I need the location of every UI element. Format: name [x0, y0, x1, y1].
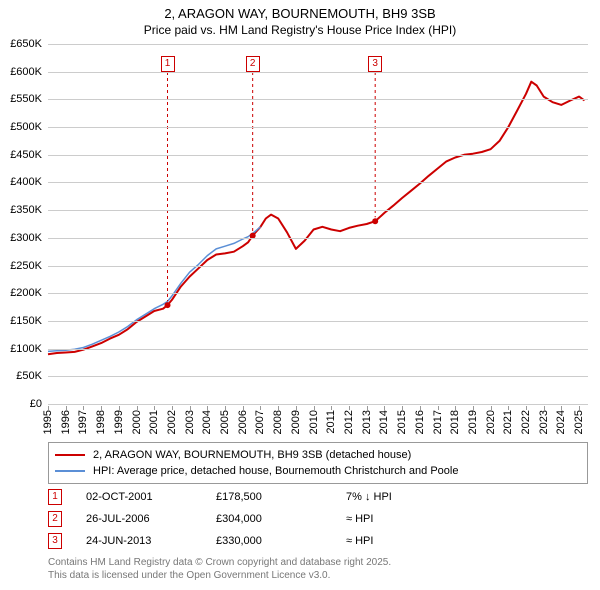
legend-swatch — [55, 454, 85, 456]
legend-item: 2, ARAGON WAY, BOURNEMOUTH, BH9 3SB (det… — [55, 447, 581, 463]
transaction-date: 02-OCT-2001 — [86, 491, 216, 503]
gridline — [48, 349, 588, 350]
x-axis-label: 2011 — [325, 410, 337, 434]
footnote: Contains HM Land Registry data © Crown c… — [48, 556, 391, 582]
gridline — [48, 321, 588, 322]
y-axis-label: £300K — [10, 232, 42, 244]
marker-box: 1 — [161, 56, 175, 72]
x-axis-label: 1996 — [60, 410, 72, 434]
x-axis-label: 2024 — [555, 410, 567, 434]
legend-label: 2, ARAGON WAY, BOURNEMOUTH, BH9 3SB (det… — [93, 449, 411, 461]
marker-box: 2 — [246, 56, 260, 72]
x-axis-label: 2004 — [201, 410, 213, 434]
transaction-marker: 2 — [48, 511, 62, 527]
gridline — [48, 182, 588, 183]
legend-swatch — [55, 470, 85, 472]
transaction-delta: ≈ HPI — [346, 513, 466, 525]
x-axis-label: 2009 — [290, 410, 302, 434]
y-axis-label: £0 — [30, 398, 42, 410]
x-axis-label: 2016 — [414, 410, 426, 434]
marker-dot — [165, 302, 171, 308]
x-axis-label: 2022 — [520, 410, 532, 434]
legend-item: HPI: Average price, detached house, Bour… — [55, 463, 581, 479]
x-axis-label: 1995 — [42, 410, 54, 434]
x-axis-label: 2020 — [485, 410, 497, 434]
transaction-date: 26-JUL-2006 — [86, 513, 216, 525]
x-axis-label: 2013 — [361, 410, 373, 434]
title-line1: 2, ARAGON WAY, BOURNEMOUTH, BH9 3SB — [0, 6, 600, 23]
y-axis-label: £350K — [10, 204, 42, 216]
gridline — [48, 99, 588, 100]
legend: 2, ARAGON WAY, BOURNEMOUTH, BH9 3SB (det… — [48, 442, 588, 484]
chart-container: 2, ARAGON WAY, BOURNEMOUTH, BH9 3SB Pric… — [0, 0, 600, 590]
gridline — [48, 404, 588, 405]
x-axis-label: 2014 — [378, 410, 390, 434]
legend-label: HPI: Average price, detached house, Bour… — [93, 465, 458, 477]
footnote-line2: This data is licensed under the Open Gov… — [48, 569, 391, 582]
gridline — [48, 44, 588, 45]
x-axis-label: 2000 — [131, 410, 143, 434]
y-axis-label: £600K — [10, 66, 42, 78]
gridline — [48, 127, 588, 128]
y-axis-label: £650K — [10, 38, 42, 50]
x-axis-label: 2015 — [396, 410, 408, 434]
x-axis-label: 2005 — [219, 410, 231, 434]
transaction-row: 2 26-JUL-2006 £304,000 ≈ HPI — [48, 508, 588, 530]
gridline — [48, 155, 588, 156]
y-axis-label: £550K — [10, 93, 42, 105]
x-axis-label: 2010 — [308, 410, 320, 434]
transaction-row: 1 02-OCT-2001 £178,500 7% ↓ HPI — [48, 486, 588, 508]
x-axis-label: 2006 — [237, 410, 249, 434]
gridline — [48, 376, 588, 377]
title-line2: Price paid vs. HM Land Registry's House … — [0, 23, 600, 39]
footnote-line1: Contains HM Land Registry data © Crown c… — [48, 556, 391, 569]
y-axis-label: £150K — [10, 315, 42, 327]
x-axis-label: 2002 — [166, 410, 178, 434]
marker-dot — [372, 218, 378, 224]
series-price_paid — [48, 82, 585, 355]
title-block: 2, ARAGON WAY, BOURNEMOUTH, BH9 3SB Pric… — [0, 0, 600, 38]
transaction-delta: ≈ HPI — [346, 535, 466, 547]
x-axis-label: 1998 — [95, 410, 107, 434]
transaction-price: £178,500 — [216, 491, 346, 503]
chart-plot-area: £0£50K£100K£150K£200K£250K£300K£350K£400… — [48, 44, 588, 404]
series-hpi — [48, 227, 261, 352]
transaction-delta: 7% ↓ HPI — [346, 491, 466, 503]
x-axis-label: 2012 — [343, 410, 355, 434]
transactions-table: 1 02-OCT-2001 £178,500 7% ↓ HPI 2 26-JUL… — [48, 486, 588, 552]
transaction-price: £330,000 — [216, 535, 346, 547]
y-axis-label: £200K — [10, 287, 42, 299]
x-axis-label: 2018 — [449, 410, 461, 434]
y-axis-label: £50K — [16, 370, 42, 382]
gridline — [48, 210, 588, 211]
x-axis-label: 2003 — [184, 410, 196, 434]
x-axis-label: 1997 — [77, 410, 89, 434]
x-axis-label: 2023 — [538, 410, 550, 434]
gridline — [48, 293, 588, 294]
transaction-date: 24-JUN-2013 — [86, 535, 216, 547]
transaction-marker: 1 — [48, 489, 62, 505]
x-axis-label: 2007 — [254, 410, 266, 434]
marker-box: 3 — [368, 56, 382, 72]
y-axis-label: £100K — [10, 343, 42, 355]
gridline — [48, 72, 588, 73]
transaction-marker: 3 — [48, 533, 62, 549]
y-axis-label: £450K — [10, 149, 42, 161]
x-axis-label: 2017 — [432, 410, 444, 434]
transaction-price: £304,000 — [216, 513, 346, 525]
y-axis-label: £400K — [10, 176, 42, 188]
transaction-row: 3 24-JUN-2013 £330,000 ≈ HPI — [48, 530, 588, 552]
x-axis-label: 2001 — [148, 410, 160, 434]
y-axis-label: £500K — [10, 121, 42, 133]
x-axis-label: 1999 — [113, 410, 125, 434]
x-axis-label: 2025 — [573, 410, 585, 434]
gridline — [48, 238, 588, 239]
x-axis-label: 2008 — [272, 410, 284, 434]
gridline — [48, 266, 588, 267]
y-axis-label: £250K — [10, 260, 42, 272]
x-axis-label: 2019 — [467, 410, 479, 434]
chart-svg — [48, 44, 588, 404]
x-axis-label: 2021 — [502, 410, 514, 434]
